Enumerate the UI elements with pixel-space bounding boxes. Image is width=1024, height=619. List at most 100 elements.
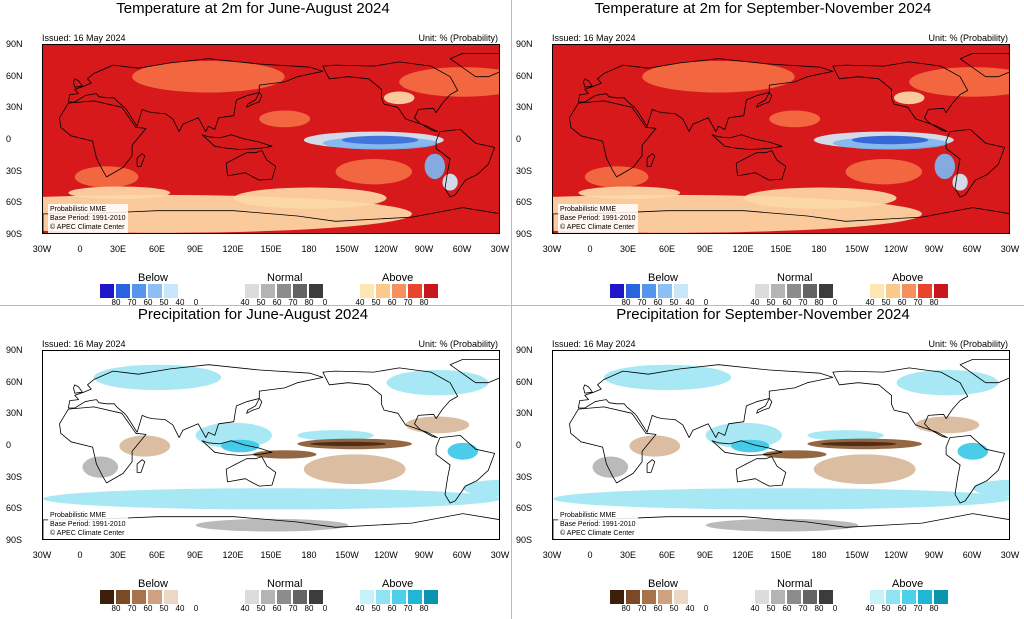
legend-tick: 60: [387, 604, 397, 613]
legend-swatch: [148, 590, 162, 604]
legend-tick: 70: [288, 604, 298, 613]
anomaly-region: [386, 370, 489, 396]
legend-swatch: [854, 590, 868, 604]
legend-above-label: Above: [382, 578, 414, 590]
credit-line: Base Period: 1991-2010: [560, 521, 636, 528]
forecast-panel-prec-son: Precipitation for September-November 202…: [510, 306, 1019, 613]
credit-line: Probabilistic MME: [50, 206, 107, 213]
anomaly-region: [603, 364, 732, 391]
coastline-madagascar: [646, 459, 656, 473]
x-axis-label: 30E: [619, 244, 636, 254]
coastline-indonesia: [711, 440, 783, 456]
x-axis-label: 30W: [1000, 244, 1020, 254]
legend-tick: 60: [782, 604, 792, 613]
coastline-japan: [756, 92, 773, 108]
legend-swatch: [870, 284, 884, 298]
x-axis-label: 30E: [109, 244, 126, 254]
legend-tick: 50: [766, 604, 776, 613]
x-axis-label: 0: [587, 244, 593, 254]
credit-line: Probabilistic MME: [560, 206, 617, 213]
legend-swatch: [934, 284, 948, 298]
coastline-africa: [569, 406, 657, 484]
legend-swatch: [408, 284, 422, 298]
coastline-indonesia: [201, 440, 273, 456]
x-axis-label: 60E: [658, 244, 675, 254]
legend-swatch: [100, 284, 114, 298]
legend-tick: 80: [814, 604, 824, 613]
anomaly-region: [592, 456, 629, 478]
legend-tick: 50: [371, 298, 381, 307]
coastline-europe-asia: [577, 58, 834, 132]
legend-swatch: [261, 284, 275, 298]
credit-note: Probabilistic MME Base Period: 1991-2010 ©…: [558, 204, 638, 233]
x-axis-label: 150E: [260, 550, 282, 560]
anomaly-region: [909, 67, 1009, 97]
legend-swatch: [854, 284, 868, 298]
y-axis-label: 60N: [6, 71, 23, 81]
legend-above-label: Above: [892, 578, 924, 590]
legend-tick: 0: [832, 298, 838, 307]
legend-tick: 50: [159, 298, 169, 307]
legend-swatch: [148, 284, 162, 298]
legend-tick: 50: [371, 604, 381, 613]
legend-swatch: [690, 284, 704, 298]
legend-tick: 60: [897, 604, 907, 613]
anomaly-region: [424, 153, 445, 180]
coastline-japan: [246, 92, 263, 108]
panel-title: Temperature at 2m for June-August 2024: [116, 0, 390, 17]
legend-swatch: [626, 284, 640, 298]
legend-below-label: Below: [648, 272, 678, 284]
anomaly-region: [233, 187, 387, 209]
y-axis-label: 60N: [6, 377, 23, 387]
legend-tick: 0: [322, 604, 328, 613]
x-axis-label: 120W: [884, 550, 908, 560]
legend-swatch: [344, 284, 358, 298]
x-axis-label: 180: [301, 244, 317, 254]
coastline-uk: [73, 78, 83, 88]
legend-tick: 50: [159, 604, 169, 613]
legend-tick: 0: [322, 298, 328, 307]
legend-tick: 80: [419, 298, 429, 307]
panel-title: Precipitation for September-November 202…: [616, 306, 910, 323]
x-axis-label: 90E: [696, 550, 713, 560]
legend-tick: 50: [669, 604, 679, 613]
legend-tick: 60: [653, 298, 663, 307]
legend-swatch: [755, 284, 769, 298]
legend-tick: 80: [111, 604, 121, 613]
coastline-south-america: [945, 435, 1006, 504]
coastline-greenland: [449, 52, 499, 78]
legend-tick: 60: [782, 298, 792, 307]
coastline-australia: [225, 150, 277, 181]
forecast-map: [552, 44, 1010, 234]
anomaly-region: [553, 488, 1009, 510]
map-svg: [553, 45, 1009, 233]
credit-note: Probabilistic MME Base Period: 1991-2010 ©…: [48, 510, 128, 539]
anomaly-region: [915, 416, 980, 434]
legend-swatch: [245, 590, 259, 604]
x-axis-label: 120E: [732, 244, 754, 254]
anomaly-region: [119, 435, 171, 457]
credit-note: Probabilistic MME Base Period: 1991-2010 ©…: [558, 510, 638, 539]
panel-divider-horizontal: [0, 305, 1024, 306]
anomaly-region: [195, 518, 349, 532]
legend-swatch: [902, 284, 916, 298]
legend-below-label: Below: [138, 578, 168, 590]
legend-swatch: [803, 590, 817, 604]
x-axis-label: 30W: [1000, 550, 1020, 560]
credit-line: © APEC Climate Center: [560, 530, 635, 537]
legend-tick: 60: [272, 604, 282, 613]
anomaly-region: [93, 364, 222, 391]
legend-tick: 40: [175, 298, 185, 307]
coastline-madagascar: [136, 459, 146, 473]
forecast-map: [42, 350, 500, 540]
legend-tick: 60: [143, 604, 153, 613]
x-axis-label: 150W: [335, 244, 359, 254]
legend-below-label: Below: [648, 578, 678, 590]
x-axis-label: 90E: [186, 244, 203, 254]
y-axis-label: 30N: [516, 102, 533, 112]
legend-tick: 70: [913, 604, 923, 613]
coastline-madagascar: [646, 153, 656, 167]
anomaly-region: [399, 67, 499, 97]
legend-tick: 80: [929, 298, 939, 307]
anomaly-region: [705, 518, 859, 532]
